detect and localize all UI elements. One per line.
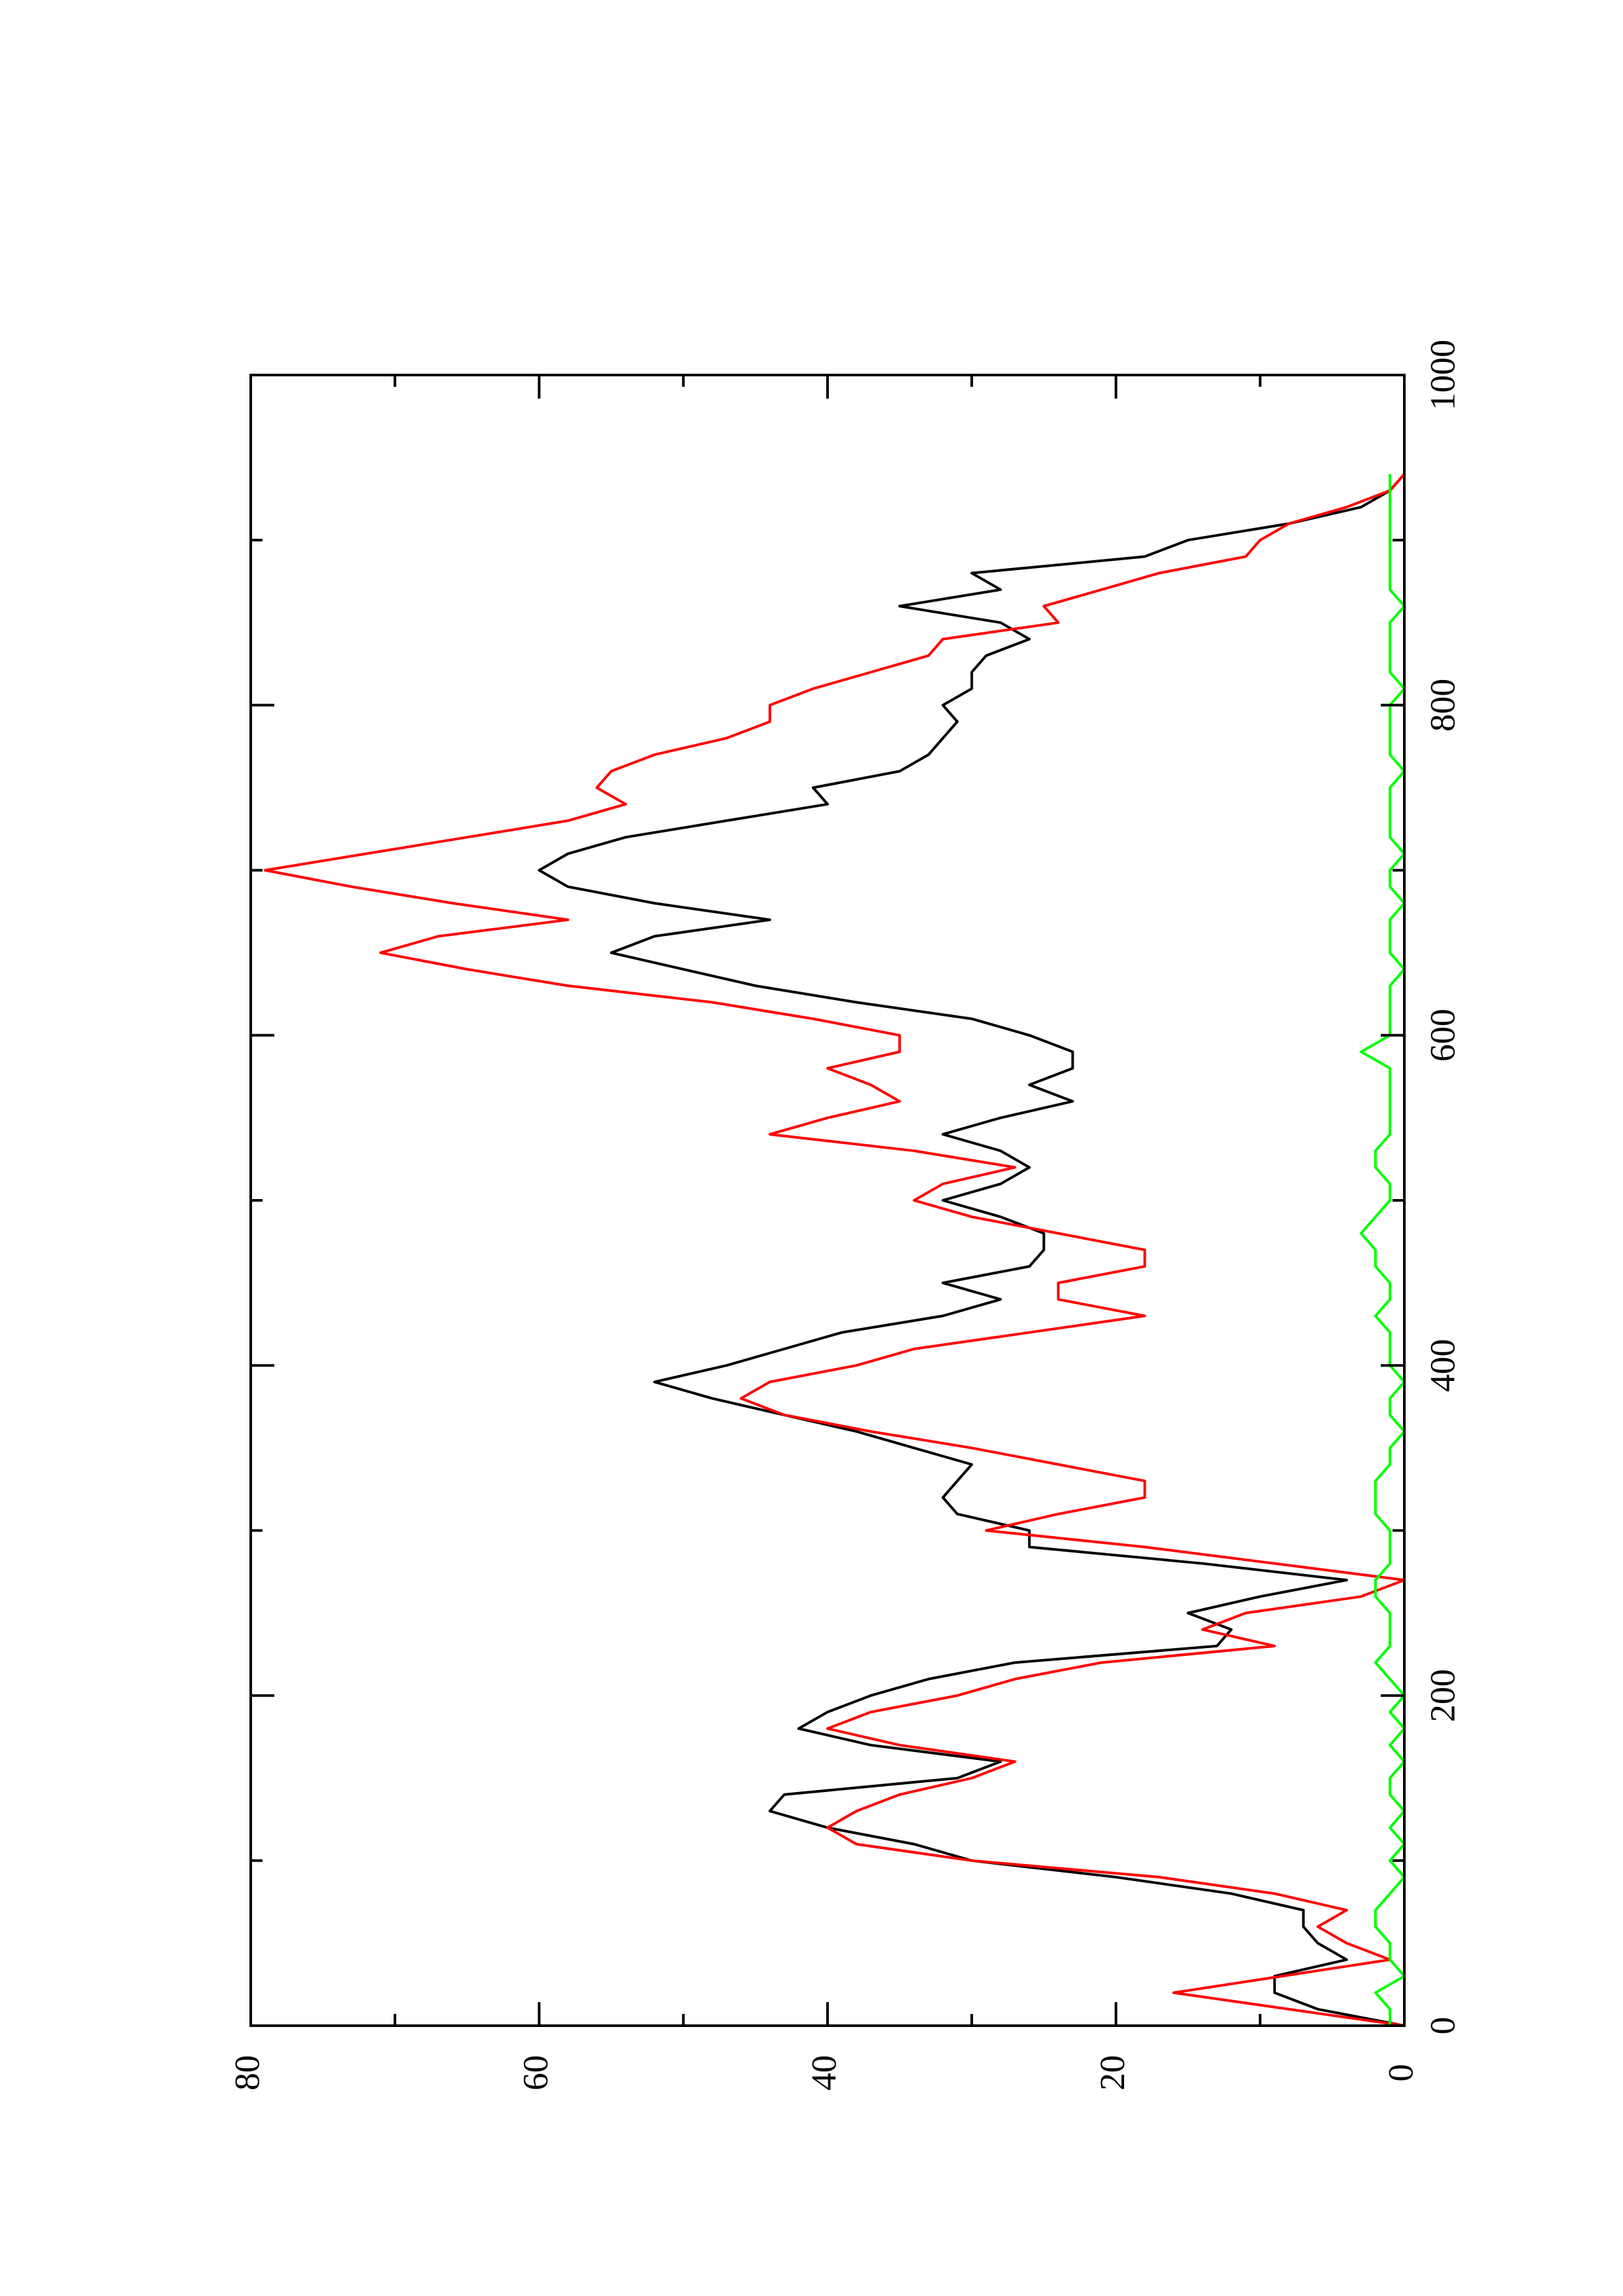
series-layer bbox=[264, 473, 1406, 2027]
x-tick-label: 400 bbox=[1423, 1339, 1462, 1392]
tick-labels: 0 200 400 600 800 1000 0 20 40 60 80 bbox=[227, 340, 1462, 2090]
y-tick-label: 0 bbox=[1381, 2064, 1420, 2082]
x-tick-label: 0 bbox=[1423, 2017, 1462, 2035]
x-tick-label: 1000 bbox=[1423, 340, 1462, 410]
x-tick-label: 600 bbox=[1423, 1009, 1462, 1062]
plot-frame bbox=[249, 374, 1406, 2027]
series-line-2 bbox=[264, 473, 1406, 2027]
series-line-1 bbox=[538, 473, 1406, 2027]
series-line-3 bbox=[1359, 474, 1406, 2026]
y-tick-label: 60 bbox=[516, 2055, 555, 2090]
y-tick-label: 20 bbox=[1093, 2055, 1132, 2090]
x-tick-label: 200 bbox=[1423, 1669, 1462, 1722]
y-tick-label: 80 bbox=[227, 2055, 266, 2090]
x-tick-label: 800 bbox=[1423, 679, 1462, 732]
y-tick-label: 40 bbox=[804, 2055, 843, 2090]
